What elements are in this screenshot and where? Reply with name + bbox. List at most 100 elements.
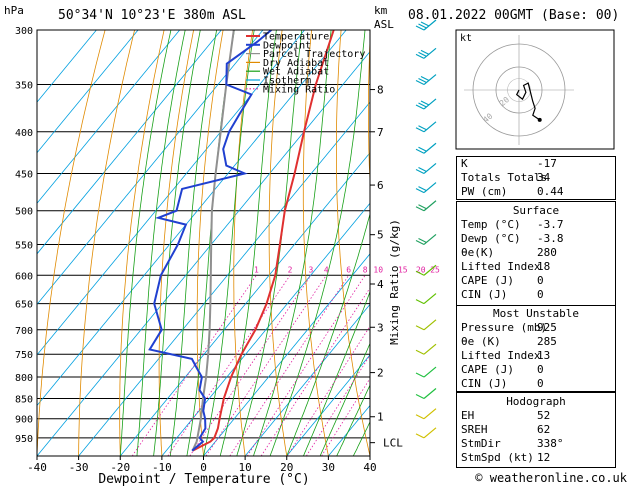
- isotherm-line: [161, 202, 370, 456]
- wet-adiabat-line: [319, 342, 370, 456]
- km-unit-label: km: [374, 4, 388, 17]
- temperature-tick-label: -40: [27, 461, 47, 474]
- wet-adiabat-line: [169, 30, 218, 456]
- wet-adiabat-line: [269, 30, 366, 456]
- temperature-tick-label: 10: [239, 461, 252, 474]
- mixing-ratio-label: 6: [346, 265, 351, 274]
- mixing-ratio-line: [286, 325, 370, 456]
- temperature-tick-label: 20: [280, 461, 293, 474]
- skewt-plot: 1 2 3 4 6 8 10 15 20 25 3003504004505005506006507…: [15, 26, 440, 474]
- wind-barb: [415, 182, 437, 194]
- surface-title: Surface: [512, 204, 560, 217]
- isotherm-line: [286, 354, 370, 456]
- mixing-ratio-line: [321, 377, 370, 456]
- hodograph-trace: [515, 82, 541, 121]
- most-unstable-title: Most Unstable: [492, 307, 580, 320]
- isotherm-line: [37, 30, 222, 255]
- temperature-tick-label: 40: [363, 461, 376, 474]
- surface-row-thetae: θe(K) 280: [461, 246, 557, 259]
- wet-adiabat-line: [219, 30, 277, 456]
- mixing-ratio-axis-title: Mixing Ratio (g/kg): [388, 219, 401, 345]
- pressure-tick-label: 750: [15, 350, 33, 361]
- profile-series: [148, 30, 335, 452]
- altitude-tick-label: 1: [377, 411, 384, 424]
- legend-label: Parcel Trajectory: [263, 49, 365, 60]
- temperature-line: [192, 30, 335, 452]
- pressure-tick-label: 550: [15, 240, 33, 251]
- wet-adiabat-line: [253, 30, 332, 456]
- isotherm-line: [37, 50, 370, 456]
- wind-barb: [415, 343, 437, 355]
- hodo-row-stmdir: StmDir 338°: [461, 437, 564, 450]
- isotherm-line: [244, 303, 370, 456]
- temperature-tick-label: -10: [152, 461, 172, 474]
- isotherm-line: [78, 101, 370, 456]
- wind-barb: [415, 408, 437, 420]
- surface-row-cin: CIN (J) 0: [461, 288, 544, 301]
- altitude-axis: 8 7 6 5 4 3 2 1 LCL: [370, 84, 403, 450]
- pressure-tick-label: 800: [15, 373, 33, 384]
- mixing-ratio-line: [167, 275, 291, 456]
- dry-adiabat-line: [37, 30, 106, 456]
- temperature-axis: -40 -30 -20 -10 0 10 20 30 40: [27, 456, 377, 474]
- pressure-tick-label: 950: [15, 434, 33, 445]
- table-divider: [457, 305, 615, 306]
- wind-barb: [415, 264, 437, 276]
- location-title: 50°34'N 10°23'E 380m ASL: [58, 8, 246, 23]
- pressure-tick-label: 650: [15, 300, 33, 311]
- wind-barb: [415, 234, 437, 245]
- mixing-ratio-line: [306, 354, 370, 456]
- isotherm-line: [37, 30, 139, 154]
- isotherm-line: [37, 30, 264, 305]
- mixing-ratio-label: 1: [254, 265, 259, 274]
- altitude-tick-label: 5: [377, 229, 384, 242]
- altitude-tick-label: 4: [377, 278, 384, 291]
- mixing-ratio-line: [205, 275, 327, 456]
- mixing-ratio-line: [131, 275, 257, 456]
- wet-adiabat-line: [136, 30, 186, 456]
- wind-barb: [415, 98, 437, 110]
- wind-barb: [415, 200, 437, 212]
- temperature-tick-label: 30: [322, 461, 335, 474]
- indices-row-pw: PW (cm) 0.44: [461, 185, 564, 198]
- legend-label: Temperature: [263, 32, 329, 43]
- wind-barb: [415, 366, 437, 378]
- wet-adiabat-line: [236, 30, 303, 456]
- pressure-tick-label: 300: [15, 26, 33, 37]
- pressure-tick-label: 500: [15, 207, 33, 218]
- wind-barb: [415, 74, 437, 86]
- surface-row-cape: CAPE (J) 0: [461, 274, 544, 287]
- wind-barb: [415, 163, 437, 174]
- mixing-ratio-label: 10: [373, 265, 383, 274]
- wind-barb: [415, 19, 437, 31]
- dry-adiabat-line: [119, 30, 165, 456]
- pressure-axis: 300 350 400 450 500 550 600 650 700 750 800 850 900 9…: [15, 26, 33, 445]
- legend-label: Dewpoint: [263, 40, 311, 51]
- hodograph-unit-label: kt: [460, 33, 472, 44]
- hodograph-table-title: Hodograph: [506, 395, 566, 408]
- legend-label: Mixing Ratio: [263, 84, 335, 95]
- mixing-ratio-label: 8: [363, 265, 368, 274]
- temperature-tick-label: 0: [200, 461, 207, 474]
- mixing-ratio-lines: [131, 275, 370, 456]
- hodo-row-sreh: SREH 62: [461, 423, 551, 436]
- surface-row-lifted-index: Lifted Index 18: [461, 260, 551, 273]
- wet-adiabat-line: [336, 384, 370, 456]
- indices-table: K -17 Totals Totals 34 PW (cm) 0.44: [456, 156, 616, 200]
- wind-barb: [415, 293, 437, 305]
- surface-row-dewp: Dewp (°C) -3.8: [461, 232, 564, 245]
- mu-row-pressure: Pressure (mb) 925: [461, 321, 557, 334]
- lcl-label: LCL: [383, 437, 403, 450]
- isotherm-line: [37, 30, 180, 204]
- pressure-tick-label: 400: [15, 128, 33, 139]
- mu-row-cin: CIN (J) 0: [461, 377, 544, 390]
- pressure-tick-label: 900: [15, 415, 33, 426]
- mu-row-lifted-index: Lifted Index 13: [461, 349, 551, 362]
- mu-row-thetae: θe (K) 285: [461, 335, 557, 348]
- legend-label: Wet Adiabat: [263, 67, 329, 78]
- indices-row-totals: Totals Totals 34: [461, 171, 551, 184]
